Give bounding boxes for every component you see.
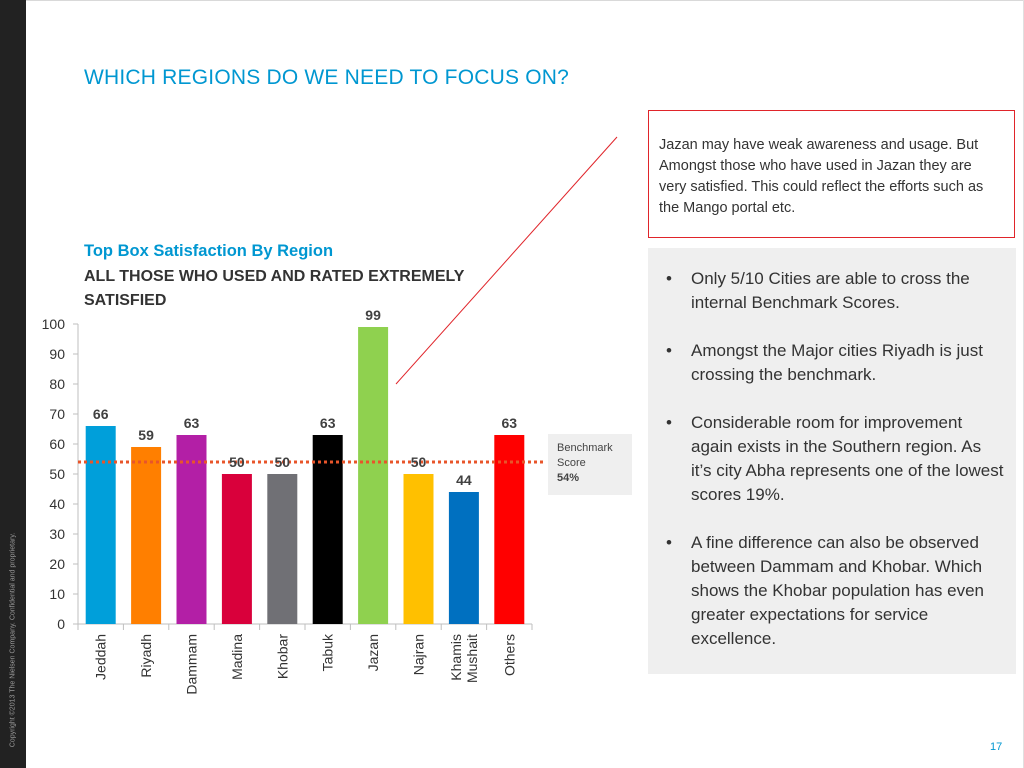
y-tick-label: 60 (49, 436, 65, 452)
benchmark-box: Benchmark Score 54% (548, 434, 632, 495)
x-category-label-line: Khobar (274, 634, 290, 679)
bullet-dot-icon: • (666, 533, 672, 552)
x-category-label: Dammam (184, 634, 200, 695)
x-category-label: Najran (411, 634, 427, 675)
bullet-dot-icon: • (666, 341, 672, 360)
x-category-label-line: Others (501, 634, 517, 676)
bar-jazan (358, 327, 389, 624)
data-label: 99 (365, 307, 381, 323)
x-category-label-line: Riyadh (138, 634, 154, 678)
y-tick-label: 10 (49, 586, 65, 602)
callout-line (395, 136, 618, 385)
y-tick-label: 70 (49, 406, 65, 422)
slide-title: WHICH REGIONS DO WE NEED TO FOCUS ON? (84, 66, 569, 89)
bar-khobar (267, 474, 298, 624)
insights-list: • Only 5/10 Cities are able to cross the … (658, 267, 1004, 651)
y-tick-label: 40 (49, 496, 65, 512)
chart-title: Top Box Satisfaction By Region (84, 242, 334, 260)
bullet-dot-icon: • (666, 413, 672, 432)
x-category-label-line: Madina (229, 634, 245, 680)
data-label: 63 (320, 415, 336, 431)
insight-text: A fine difference can also be observed b… (691, 533, 984, 648)
page-number: 17 (990, 741, 1003, 753)
bar-khamis-mushait (448, 492, 479, 624)
x-category-label-line: Mushait (464, 634, 480, 683)
x-category-label: Others (501, 634, 517, 676)
y-tick-label: 50 (49, 466, 65, 482)
x-category-label-line: Dammam (184, 634, 200, 695)
x-category-label: Riyadh (138, 634, 154, 678)
chart-subtitle: ALL THOSE WHO USED AND RATED EXTREMELY S… (84, 268, 465, 309)
bar-jeddah (85, 426, 116, 624)
benchmark-label-line2: Score (557, 457, 586, 469)
y-tick-label: 30 (49, 526, 65, 542)
insight-text: Considerable room for improvement again … (691, 413, 1004, 504)
y-tick-label: 80 (49, 376, 65, 392)
benchmark-label-line1: Benchmark (557, 442, 613, 454)
y-tick-label: 100 (42, 316, 66, 332)
x-category-label-line: Najran (411, 634, 427, 675)
data-label: 50 (411, 454, 427, 470)
side-strip: Copyright ©2013 The Nielsen Company. Con… (0, 0, 26, 768)
data-label: 50 (229, 454, 245, 470)
x-category-label: Madina (229, 634, 245, 680)
x-category-label-line: Tabuk (320, 633, 336, 671)
y-tick-label: 20 (49, 556, 65, 572)
bullet-dot-icon: • (666, 269, 672, 288)
insight-text: Amongst the Major cities Riyadh is just … (691, 341, 983, 384)
y-tick-label: 90 (49, 346, 65, 362)
bar-dammam (176, 435, 207, 624)
x-category-label: Tabuk (320, 633, 336, 671)
data-label: 63 (184, 415, 200, 431)
data-label: 63 (502, 415, 518, 431)
bar-chart: 0 10 20 30 40 50 60 70 80 90 100 66 59 63 50 50 63 99 50 44… (42, 307, 545, 695)
bar-riyadh (131, 447, 162, 624)
callout-note-text: Jazan may have weak awareness and usage.… (659, 137, 984, 216)
data-label: 59 (138, 427, 154, 443)
x-category-label-line: Khamis (448, 634, 464, 681)
x-category-label: Jazan (365, 634, 381, 671)
callout-note-box: Jazan may have weak awareness and usage.… (648, 110, 1015, 238)
bar-madina (221, 474, 252, 624)
data-label: 50 (275, 454, 291, 470)
insight-item: • Considerable room for improvement again… (658, 411, 1004, 507)
insight-item: • A fine difference can also be observed … (658, 531, 1004, 651)
bar-others (494, 435, 525, 624)
top-rule (26, 0, 1024, 1)
insight-item: • Only 5/10 Cities are able to cross the … (658, 267, 1004, 315)
x-category-label: Jeddah (93, 634, 109, 680)
insight-text: Only 5/10 Cities are able to cross the i… (691, 269, 970, 312)
x-category-label: KhamisMushait (448, 634, 480, 683)
x-category-label-line: Jeddah (93, 634, 109, 680)
bar-najran (403, 474, 434, 624)
benchmark-value: 54% (557, 472, 580, 484)
insight-item: • Amongst the Major cities Riyadh is just… (658, 339, 1004, 387)
y-tick-label: 0 (57, 616, 65, 632)
data-label: 66 (93, 406, 109, 422)
x-category-label: Khobar (274, 634, 290, 679)
x-category-label-line: Jazan (365, 634, 381, 671)
data-label: 44 (456, 472, 472, 488)
insights-panel: • Only 5/10 Cities are able to cross the … (648, 248, 1016, 674)
bar-tabuk (312, 435, 343, 624)
